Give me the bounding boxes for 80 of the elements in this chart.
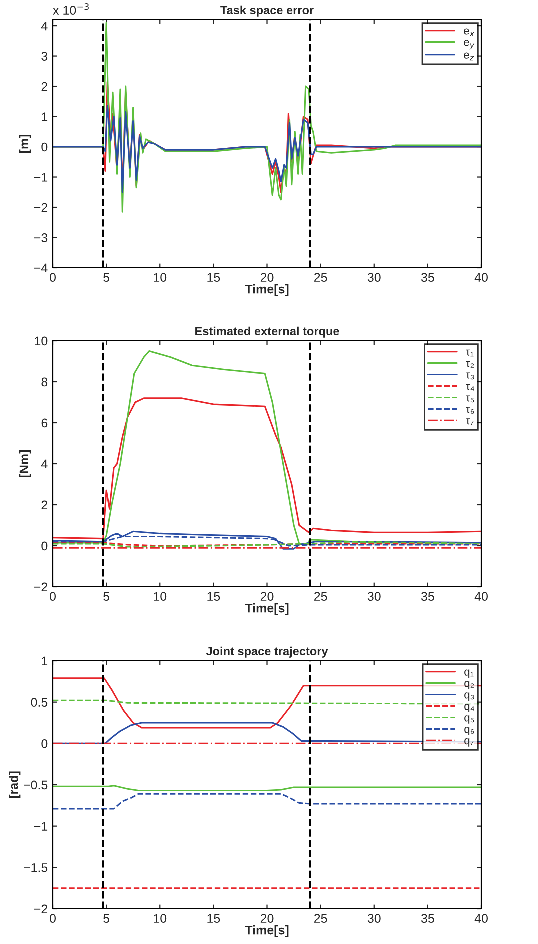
x-tick-label: 35 <box>421 592 434 602</box>
y-tick-label: −2 <box>34 582 48 592</box>
y-axis-title: [Nm] <box>19 450 32 478</box>
y-tick-label: 0.5 <box>31 698 48 707</box>
y-tick-label: 0 <box>42 542 48 551</box>
x-tick-label: 0 <box>50 273 56 282</box>
x-tick-label: 30 <box>368 273 381 282</box>
x-tick-label: 5 <box>104 914 110 924</box>
x-tick-label: 5 <box>104 592 110 602</box>
legend-label: q₇ <box>464 738 474 747</box>
x-tick-label: 40 <box>474 592 488 602</box>
y-tick-label: 3 <box>42 52 48 61</box>
legend-label: τ₂ <box>466 361 474 368</box>
x-tick-label: 0 <box>50 914 56 924</box>
y-tick-label: 6 <box>42 418 48 428</box>
y-tick-label: −1 <box>34 822 48 831</box>
x-tick-label: 30 <box>368 914 381 924</box>
legend-label: q₆ <box>464 727 474 736</box>
y-axis-title: [m] <box>19 134 32 154</box>
x-tick-label: 10 <box>154 914 167 924</box>
x-tick-label: 15 <box>208 914 220 924</box>
y-tick-label: 4 <box>41 22 48 31</box>
legend-label: q₁ <box>464 670 474 678</box>
y-tick-label: 8 <box>42 378 48 387</box>
x-tick-label: 10 <box>154 273 167 282</box>
x-tick-label: 30 <box>368 592 381 602</box>
legend-label: e$_{x}$ <box>464 28 475 37</box>
legend-label: τ₄ <box>466 384 474 392</box>
y-tick-label: −2 <box>34 203 48 212</box>
line-series <box>53 398 482 540</box>
y-tick-label: −2 <box>34 904 48 914</box>
text: x 10$^{−3}$ <box>53 4 89 15</box>
legend-label: q₄ <box>464 704 474 712</box>
y-axis-title: [rad] <box>9 772 21 798</box>
x-tick-label: 0 <box>50 592 56 602</box>
x-tick-label: 40 <box>474 914 488 924</box>
y-tick-label: 2 <box>42 500 48 510</box>
y-tick-label: 1 <box>42 656 48 666</box>
legend-label: τ₆ <box>466 407 474 414</box>
y-tick-label: 0 <box>42 142 48 152</box>
y-tick-label: 4 <box>41 460 48 469</box>
x-tick-label: 20 <box>260 273 274 282</box>
x-tick-label: 25 <box>314 914 328 924</box>
x-tick-label: 15 <box>208 592 220 602</box>
x-tick-label: 35 <box>421 914 434 924</box>
y-tick-label: −1.5 <box>24 864 48 872</box>
line-series <box>53 793 482 810</box>
legend-label: q₃ <box>464 692 474 701</box>
legend-label: e$_{z}$ <box>464 52 474 61</box>
chart-title: Estimated external torque <box>196 326 340 338</box>
x-tick-label: 25 <box>314 592 328 602</box>
y-tick-label: 0 <box>42 739 48 748</box>
x-axis-title: Time[s] <box>245 284 289 296</box>
legend-label: τ₁ <box>466 350 474 357</box>
x-tick-label: 10 <box>154 592 167 602</box>
chart-title: Joint space trajectory <box>206 646 328 658</box>
legend-label: τ₇ <box>466 418 474 426</box>
y-tick-label: 2 <box>42 82 48 92</box>
y-tick-label: 1 <box>42 112 48 122</box>
y-tick-label: −3 <box>34 234 48 242</box>
chart-title: Task space error <box>220 6 314 17</box>
legend-label: τ₃ <box>466 372 474 380</box>
x-tick-label: 20 <box>260 592 274 602</box>
y-tick-label: −0.5 <box>24 780 48 790</box>
legend-label: τ₅ <box>466 396 474 403</box>
legend-label: e$_{y}$ <box>464 40 475 50</box>
x-tick-label: 35 <box>421 273 434 282</box>
legend-label: q₅ <box>464 716 474 724</box>
line-series <box>53 105 482 194</box>
x-axis-title: Time[s] <box>245 604 289 616</box>
x-tick-label: 15 <box>208 273 220 282</box>
x-tick-label: 5 <box>104 273 110 282</box>
x-tick-label: 25 <box>314 273 328 282</box>
legend-label: q₂ <box>464 681 474 690</box>
y-tick-label: 10 <box>35 336 48 346</box>
y-tick-label: −4 <box>34 264 48 273</box>
x-axis-title: Time[s] <box>245 926 289 938</box>
x-tick-label: 20 <box>260 914 274 924</box>
x-tick-label: 40 <box>474 273 488 282</box>
y-tick-label: −1 <box>34 173 48 182</box>
